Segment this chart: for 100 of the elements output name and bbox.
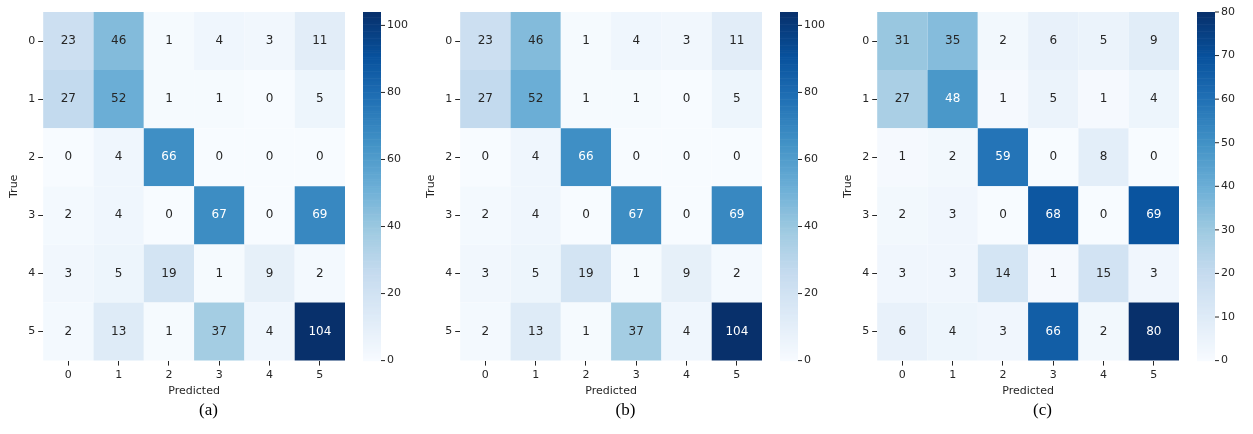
x-tick-label: 5 [733, 368, 741, 382]
data-label: 4 [531, 149, 540, 164]
data-label: 1 [1049, 265, 1058, 280]
data-label: 9 [682, 265, 691, 280]
data-label: 66 [161, 149, 177, 164]
x-tick-label: 5 [316, 368, 324, 382]
data-label: 104 [308, 323, 332, 338]
data-label: 104 [725, 323, 749, 338]
data-label: 2 [999, 33, 1007, 48]
color-bar-label: 0 [1221, 353, 1228, 367]
x-tick-label: 2 [582, 368, 590, 382]
data-label: 0 [64, 149, 73, 164]
data-label: 2 [64, 207, 73, 222]
data-label: 4 [682, 323, 691, 338]
data-label: 48 [945, 91, 961, 106]
data-label: 66 [1045, 323, 1061, 338]
data-label: 2 [1099, 323, 1108, 338]
data-label: 3 [682, 33, 691, 48]
x-axis-title: Predicted [1002, 384, 1054, 398]
data-label: 59 [995, 149, 1011, 164]
data-label: 1 [165, 33, 173, 48]
color-bar-label: 40 [1221, 179, 1235, 193]
data-label: 15 [1095, 265, 1112, 280]
data-label: 2 [64, 323, 73, 338]
data-label: 67 [628, 207, 644, 222]
data-label: 3 [898, 265, 907, 280]
x-axis-title: Predicted [168, 384, 220, 398]
data-label: 2 [316, 265, 324, 280]
data-label: 5 [114, 265, 123, 280]
y-tick-label: 1 [445, 92, 453, 106]
data-label: 4 [114, 149, 123, 164]
data-label: 2 [948, 149, 957, 164]
x-tick-label: 0 [481, 368, 489, 382]
color-bar-label: 20 [387, 286, 401, 300]
data-label: 1 [165, 91, 173, 106]
data-label: 80 [1146, 323, 1162, 338]
data-label: 13 [111, 323, 127, 338]
x-tick-label: 1 [532, 368, 540, 382]
color-bar-label: 70 [1221, 48, 1235, 62]
data-label: 37 [211, 323, 227, 338]
color-bar-label: 100 [804, 18, 825, 32]
data-label: 13 [528, 323, 544, 338]
data-label: 6 [1049, 33, 1058, 48]
y-axis-title: True [424, 174, 438, 199]
data-label: 0 [265, 91, 274, 106]
y-tick-label: 4 [445, 266, 453, 280]
data-label: 4 [948, 323, 957, 338]
data-label: 4 [1150, 91, 1158, 106]
x-tick-label: 1 [115, 368, 123, 382]
data-label: 2 [898, 207, 907, 222]
data-label: 0 [632, 149, 641, 164]
data-label: 1 [1099, 91, 1108, 106]
data-label: 3 [1150, 265, 1158, 280]
data-label: 1 [165, 323, 173, 338]
data-label: 5 [316, 91, 324, 106]
data-label: 0 [165, 207, 173, 222]
data-label: 52 [111, 91, 127, 106]
y-tick-label: 4 [862, 266, 870, 280]
y-tick-label: 0 [862, 33, 870, 47]
data-label: 3 [64, 265, 73, 280]
data-label: 0 [1099, 207, 1108, 222]
color-bar-label: 60 [1221, 92, 1235, 106]
data-label: 31 [894, 33, 910, 48]
data-label: 11 [729, 33, 745, 48]
y-tick-label: 1 [28, 92, 36, 106]
data-label: 67 [211, 207, 227, 222]
y-tick-label: 0 [445, 33, 453, 47]
y-axis-title: True [841, 174, 855, 199]
x-tick-label: 4 [266, 368, 274, 382]
data-label: 0 [265, 207, 274, 222]
data-label: 0 [265, 149, 274, 164]
data-label: 4 [531, 207, 540, 222]
data-label: 69 [312, 207, 328, 222]
x-tick-label: 0 [64, 368, 72, 382]
data-label: 3 [265, 33, 274, 48]
text: (b) [614, 400, 637, 420]
color-bar-label: 20 [804, 286, 818, 300]
data-label: 3 [481, 265, 490, 280]
y-tick-label: 0 [28, 33, 36, 47]
data-label: 0 [999, 207, 1007, 222]
data-label: 69 [729, 207, 745, 222]
data-label: 3 [948, 207, 957, 222]
color-bar-label: 40 [387, 219, 401, 233]
data-label: 0 [582, 207, 590, 222]
color-bar-label: 40 [804, 219, 818, 233]
y-tick-label: 1 [862, 92, 870, 106]
x-tick-label: 2 [999, 368, 1007, 382]
y-tick-label: 3 [28, 208, 36, 222]
data-label: 1 [582, 33, 590, 48]
color-bar-label: 0 [804, 353, 811, 367]
data-label: 46 [111, 33, 127, 48]
text: (a) [198, 400, 219, 420]
data-label: 0 [481, 149, 490, 164]
data-label: 14 [995, 265, 1011, 280]
data-label: 0 [215, 149, 224, 164]
color-bar-label: 60 [804, 152, 818, 166]
data-label: 8 [1099, 149, 1108, 164]
data-label: 66 [578, 149, 594, 164]
data-label: 1 [632, 265, 641, 280]
data-label: 2 [481, 323, 490, 338]
